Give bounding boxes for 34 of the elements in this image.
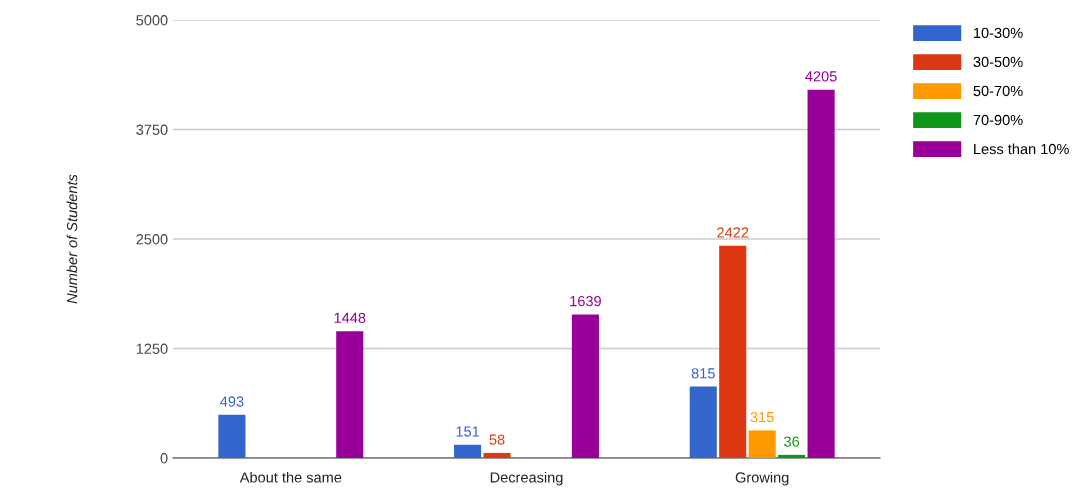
legend-label: 10-30% (974, 27, 1023, 39)
bar (778, 454, 806, 458)
data-label: 1639 (570, 295, 601, 307)
data-label: 315 (750, 411, 774, 423)
y-tick-label: 0 (160, 453, 168, 464)
bar (719, 245, 747, 458)
bar (571, 314, 599, 458)
y-tick-label: 5000 (136, 15, 168, 26)
bar (807, 89, 835, 458)
x-tick-label: About the same (239, 471, 342, 483)
data-label: 493 (220, 396, 244, 407)
bar (454, 444, 482, 458)
x-tick-label: Growing (735, 471, 789, 486)
data-label: 58 (489, 434, 505, 445)
bar (218, 414, 246, 458)
bar (748, 430, 776, 458)
bar (483, 452, 511, 458)
legend-label: 70-90% (973, 114, 1023, 126)
data-label: 4205 (805, 71, 837, 82)
bar (336, 331, 364, 458)
bar (689, 386, 717, 458)
legend-label: 50-70% (973, 85, 1023, 97)
data-label: 151 (456, 426, 480, 437)
y-tick-label: 1250 (136, 343, 168, 354)
data-label: 815 (691, 368, 715, 379)
y-axis-title: Number of Students (66, 174, 78, 304)
y-tick-label: 2500 (136, 234, 168, 245)
legend-label: Less than 10% (974, 143, 1069, 155)
legend-label: 30-50% (973, 56, 1023, 68)
data-label: 1448 (334, 312, 366, 324)
x-tick-label: Decreasing (490, 471, 563, 486)
y-tick-label: 3750 (136, 124, 168, 135)
data-label: 2422 (717, 227, 749, 238)
data-label: 36 (784, 436, 800, 447)
